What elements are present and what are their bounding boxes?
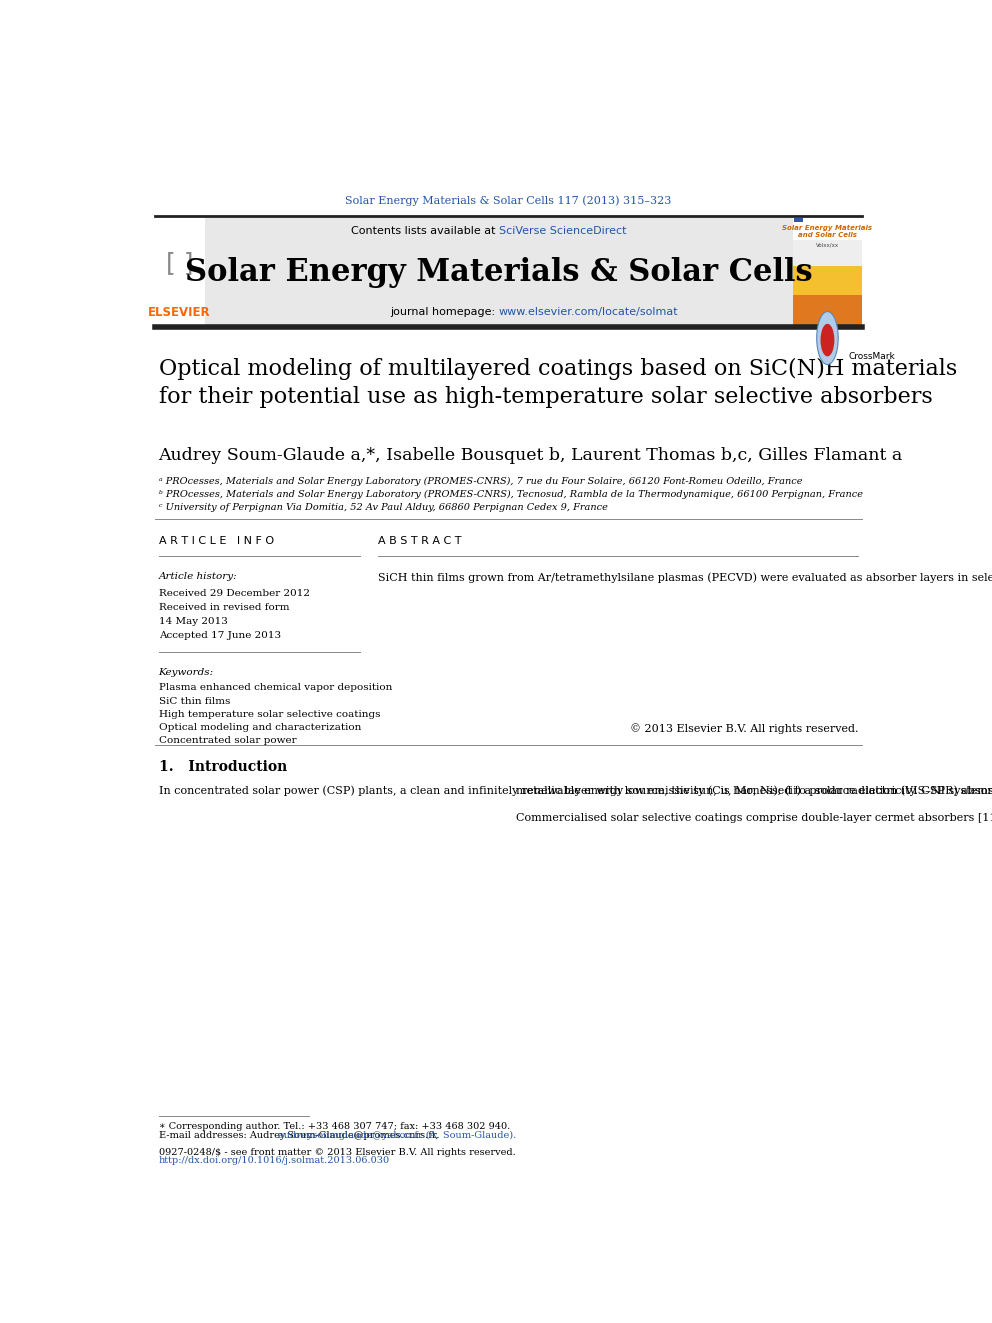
Text: ∗ Corresponding author. Tel.: +33 468 307 747; fax: +33 468 302 940.: ∗ Corresponding author. Tel.: +33 468 30… xyxy=(159,1122,510,1131)
Text: A R T I C L E   I N F O: A R T I C L E I N F O xyxy=(159,536,274,545)
Ellipse shape xyxy=(816,312,838,365)
Text: audreysoumglaude@yahoo.fr (A. Soum-Glaude).: audreysoumglaude@yahoo.fr (A. Soum-Glaud… xyxy=(278,1131,516,1139)
Text: SciVerse ScienceDirect: SciVerse ScienceDirect xyxy=(499,226,626,235)
Text: Solar Energy Materials & Solar Cells: Solar Energy Materials & Solar Cells xyxy=(185,257,812,287)
Text: 14 May 2013: 14 May 2013 xyxy=(159,617,227,626)
Text: Solar Energy Materials
and Solar Cells: Solar Energy Materials and Solar Cells xyxy=(783,225,872,238)
Text: [ ]: [ ] xyxy=(166,251,193,275)
Text: metallic layer with low emissivity (Cu, Mo, Ni); (ii) a solar radiation (VIS–NIR: metallic layer with low emissivity (Cu, … xyxy=(516,786,992,823)
Text: 0927-0248/$ - see front matter © 2013 Elsevier B.V. All rights reserved.: 0927-0248/$ - see front matter © 2013 El… xyxy=(159,1148,516,1156)
Text: Received 29 December 2012: Received 29 December 2012 xyxy=(159,589,310,598)
Bar xyxy=(204,218,793,325)
Bar xyxy=(793,295,862,325)
Bar xyxy=(793,266,862,325)
Text: Solar Energy Materials & Solar Cells 117 (2013) 315–323: Solar Energy Materials & Solar Cells 117… xyxy=(345,196,672,206)
Bar xyxy=(794,218,803,222)
Text: Contents lists available at: Contents lists available at xyxy=(351,226,499,235)
Text: ᵇ PROcesses, Materials and Solar Energy Laboratory (PROMES-CNRS), Tecnosud, Ramb: ᵇ PROcesses, Materials and Solar Energy … xyxy=(159,490,863,499)
Text: A B S T R A C T: A B S T R A C T xyxy=(378,536,461,545)
Text: E-mail addresses: Audrey.Soum-Glaude@promes.cnrs.fr,: E-mail addresses: Audrey.Soum-Glaude@pro… xyxy=(159,1131,438,1139)
Text: Optical modeling and characterization: Optical modeling and characterization xyxy=(159,724,361,732)
Text: Plasma enhanced chemical vapor deposition: Plasma enhanced chemical vapor depositio… xyxy=(159,684,392,692)
Text: Volxx/xx: Volxx/xx xyxy=(815,242,839,247)
Text: journal homepage:: journal homepage: xyxy=(390,307,499,318)
Text: www.elsevier.com/locate/solmat: www.elsevier.com/locate/solmat xyxy=(499,307,679,318)
Text: Optical modeling of multilayered coatings based on SiC(N)H materials
for their p: Optical modeling of multilayered coating… xyxy=(159,357,957,409)
Ellipse shape xyxy=(820,324,834,356)
Bar xyxy=(155,218,204,325)
Text: SiC thin films: SiC thin films xyxy=(159,697,230,705)
Text: Keywords:: Keywords: xyxy=(159,668,213,677)
Text: Article history:: Article history: xyxy=(159,573,237,581)
Text: Concentrated solar power: Concentrated solar power xyxy=(159,737,297,745)
Text: 1.   Introduction: 1. Introduction xyxy=(159,759,287,774)
Text: ELSEVIER: ELSEVIER xyxy=(148,306,210,319)
Text: ᵃ PROcesses, Materials and Solar Energy Laboratory (PROMES-CNRS), 7 rue du Four : ᵃ PROcesses, Materials and Solar Energy … xyxy=(159,476,803,486)
Bar xyxy=(793,218,862,241)
Text: © 2013 Elsevier B.V. All rights reserved.: © 2013 Elsevier B.V. All rights reserved… xyxy=(630,724,858,734)
Text: In concentrated solar power (CSP) plants, a clean and infinitely renewable energ: In concentrated solar power (CSP) plants… xyxy=(159,786,992,796)
Bar xyxy=(793,218,862,325)
Text: ᶜ University of Perpignan Via Domitia, 52 Av Paul Alduy, 66860 Perpignan Cedex 9: ᶜ University of Perpignan Via Domitia, 5… xyxy=(159,503,607,512)
Text: High temperature solar selective coatings: High temperature solar selective coating… xyxy=(159,710,380,718)
Text: Accepted 17 June 2013: Accepted 17 June 2013 xyxy=(159,631,281,640)
Text: CrossMark: CrossMark xyxy=(849,352,896,361)
Text: Received in revised form: Received in revised form xyxy=(159,603,289,613)
Text: SiCH thin films grown from Ar/tetramethylsilane plasmas (PECVD) were evaluated a: SiCH thin films grown from Ar/tetramethy… xyxy=(378,573,992,583)
Text: Audrey Soum-Glaude a,*, Isabelle Bousquet b, Laurent Thomas b,c, Gilles Flamant : Audrey Soum-Glaude a,*, Isabelle Bousque… xyxy=(159,447,903,464)
Text: http://dx.doi.org/10.1016/j.solmat.2013.06.030: http://dx.doi.org/10.1016/j.solmat.2013.… xyxy=(159,1156,390,1166)
